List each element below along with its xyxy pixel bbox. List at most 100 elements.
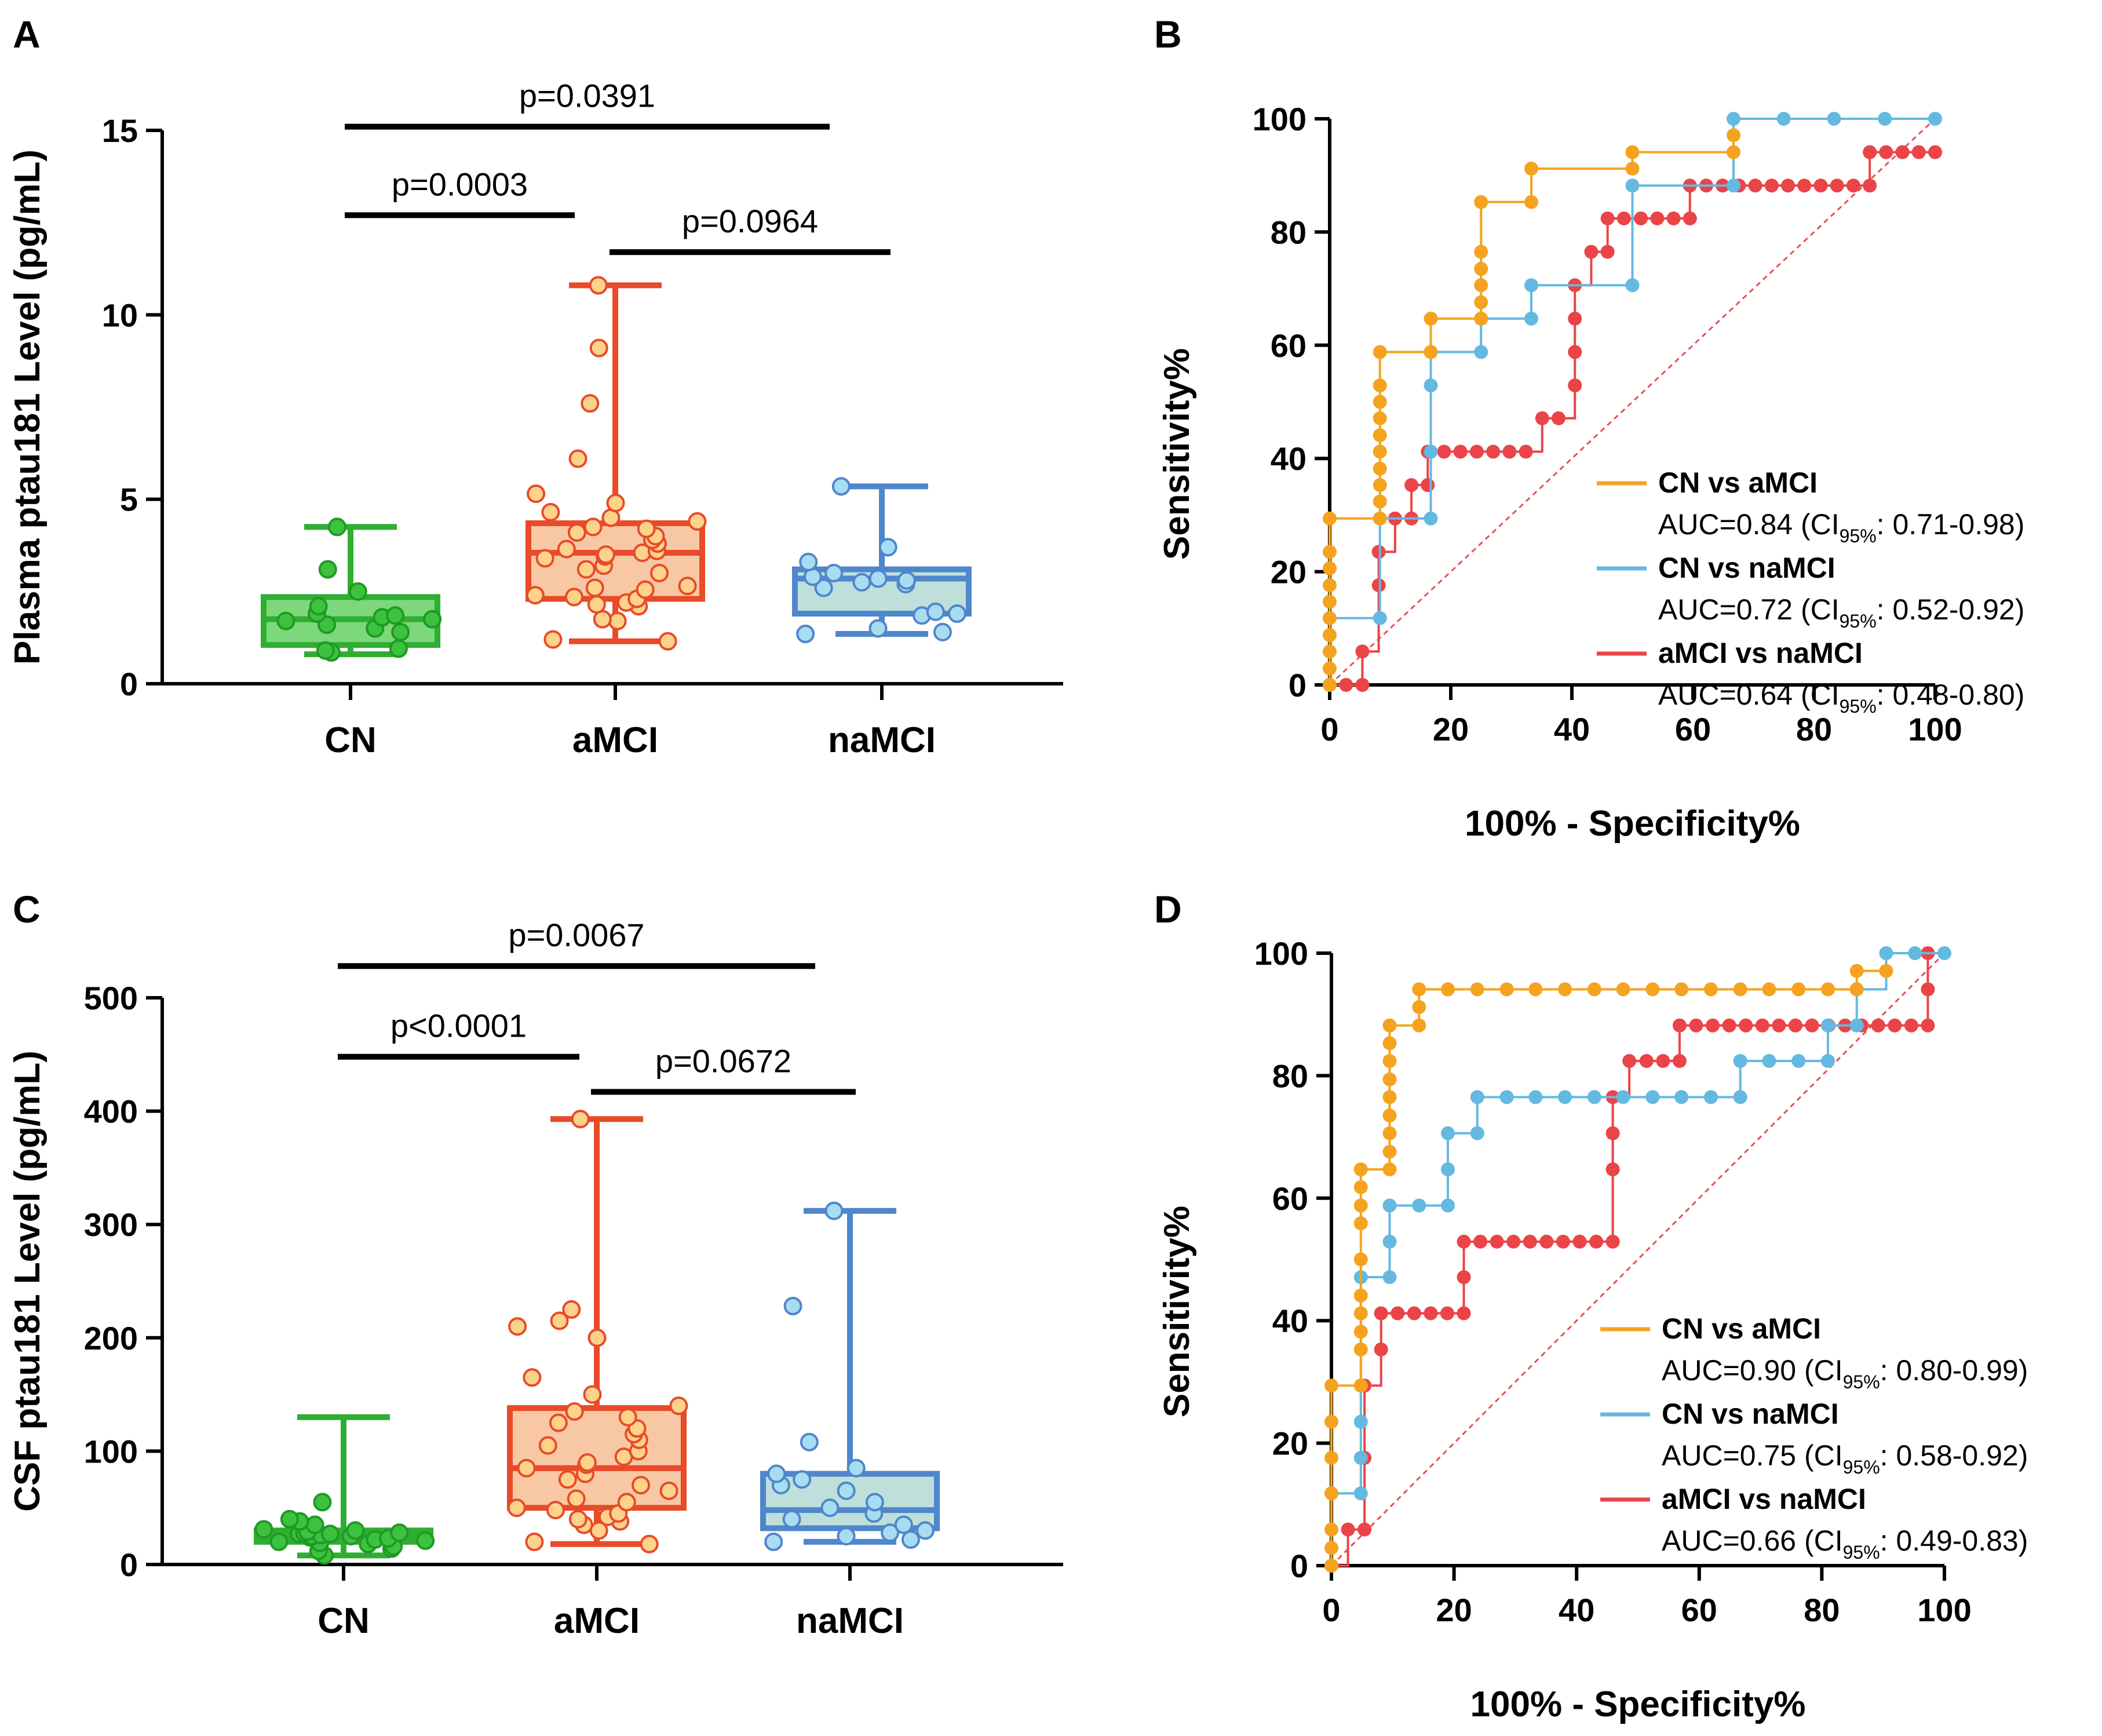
data-point: [587, 1328, 607, 1347]
roc-point: [1373, 478, 1387, 493]
roc-point: [1353, 1198, 1368, 1213]
roc-curve: [1329, 135, 1735, 685]
panel-a: A 0 5 10 15 Plasma ptau181 Level (pg/mL) CN aM…: [8, 13, 1063, 760]
box-group-amci: [526, 276, 707, 651]
roc-point: [1323, 595, 1337, 609]
roc-point: [1371, 578, 1386, 593]
ci-range: : 0.80-0.99): [1880, 1354, 2028, 1387]
data-point: [767, 1464, 786, 1483]
roc-point: [1486, 444, 1501, 459]
x-tick-label: 100: [1917, 1592, 1971, 1628]
roc-point: [1382, 1108, 1397, 1123]
p-value-label: p=0.0672: [655, 1042, 791, 1079]
roc-series-cn-vs-amci: [1324, 964, 1893, 1573]
roc-point: [1404, 478, 1419, 493]
data-point: [571, 1110, 590, 1129]
roc-point: [1846, 178, 1860, 193]
roc-point: [1353, 1378, 1368, 1393]
roc-point: [1499, 1090, 1514, 1104]
roc-point: [1373, 428, 1387, 443]
roc-point: [1412, 1018, 1426, 1033]
data-point: [632, 1476, 651, 1495]
roc-point: [1727, 128, 1741, 143]
roc-point: [1339, 678, 1353, 692]
roc-point: [1650, 211, 1665, 225]
roc-point: [1781, 178, 1796, 193]
roc-point: [1440, 1306, 1454, 1321]
legend-auc: AUC=0.90 (CI95%: 0.80-0.99): [1662, 1354, 2028, 1392]
roc-point: [1457, 1270, 1471, 1285]
roc-point: [1727, 145, 1741, 159]
legend-label: aMCI vs naMCI: [1662, 1483, 1866, 1515]
auc-value: AUC=0.84 (CI: [1658, 508, 1840, 541]
data-point: [796, 625, 815, 644]
data-point: [526, 586, 545, 605]
legend-auc: AUC=0.84 (CI95%: 0.71-0.98): [1658, 508, 2024, 546]
roc-point: [1703, 982, 1718, 997]
roc-point: [1937, 946, 1951, 960]
y-tick-label: 40: [1272, 1303, 1308, 1339]
panel-letter-d: D: [1154, 888, 1182, 931]
legend-entry-cn-vs-amci: CN vs aMCI AUC=0.90 (CI95%: 0.80-0.99): [1600, 1312, 2028, 1392]
data-point: [269, 1532, 289, 1551]
y-axis-title: Plasma ptau181 Level (pg/mL): [8, 149, 48, 665]
roc-point: [1373, 411, 1387, 425]
data-point: [933, 622, 952, 641]
box-group-cn: [254, 1414, 435, 1565]
y-tick-label: 0: [1289, 667, 1307, 703]
roc-point: [1324, 1559, 1338, 1573]
roc-point: [1373, 511, 1387, 526]
legend-label: CN vs naMCI: [1662, 1398, 1839, 1430]
data-point: [508, 1317, 527, 1336]
x-tick-label: 60: [1681, 1592, 1717, 1628]
y-tick-label: 80: [1271, 214, 1307, 250]
roc-point: [1558, 1090, 1572, 1104]
roc-point: [1871, 1018, 1885, 1033]
roc-point: [1888, 1018, 1902, 1033]
p-value-label: p<0.0001: [391, 1008, 527, 1044]
roc-point: [1733, 1054, 1747, 1068]
data-point: [390, 1523, 409, 1542]
chance-diagonal: [1329, 118, 1936, 686]
roc-point: [1813, 178, 1828, 193]
x-tick-label: 20: [1436, 1592, 1472, 1628]
data-point: [852, 572, 871, 592]
roc-point: [1323, 661, 1337, 676]
category-label-amci: aMCI: [572, 720, 658, 760]
data-point: [567, 1489, 586, 1508]
data-point: [538, 1436, 557, 1455]
data-point: [596, 545, 615, 564]
panel-letter-b: B: [1154, 13, 1182, 56]
data-point: [386, 606, 405, 625]
roc-point: [1357, 1522, 1372, 1537]
roc-point: [1616, 211, 1631, 225]
roc-point: [1605, 1126, 1620, 1140]
category-label-cn: CN: [318, 1601, 370, 1641]
roc-point: [1605, 1234, 1620, 1249]
auc-value: AUC=0.75 (CI: [1662, 1439, 1843, 1472]
ci-range: : 0.48-0.80): [1877, 679, 2025, 711]
roc-point: [1921, 982, 1935, 997]
auc-value: AUC=0.72 (CI: [1658, 593, 1840, 626]
roc-point: [1589, 1234, 1604, 1249]
legend-auc: AUC=0.72 (CI95%: 0.52-0.92): [1658, 593, 2024, 632]
panel-letter-a: A: [13, 13, 41, 56]
roc-point: [1353, 1486, 1368, 1501]
roc-point: [1424, 378, 1438, 393]
roc-point: [1324, 1486, 1338, 1501]
roc-point: [1323, 561, 1337, 575]
roc-point: [1879, 964, 1893, 978]
roc-point: [1820, 982, 1835, 997]
data-point: [523, 1368, 542, 1387]
data-point: [824, 564, 844, 582]
roc-point: [1849, 964, 1864, 978]
roc-point: [1424, 511, 1438, 526]
data-point: [881, 1523, 900, 1542]
roc-point: [1323, 578, 1337, 593]
y-tick-label: 300: [84, 1206, 138, 1243]
roc-point: [1474, 278, 1488, 293]
roc-point: [1820, 1018, 1835, 1033]
roc-point: [1539, 1234, 1554, 1249]
roc-point: [1469, 444, 1484, 459]
